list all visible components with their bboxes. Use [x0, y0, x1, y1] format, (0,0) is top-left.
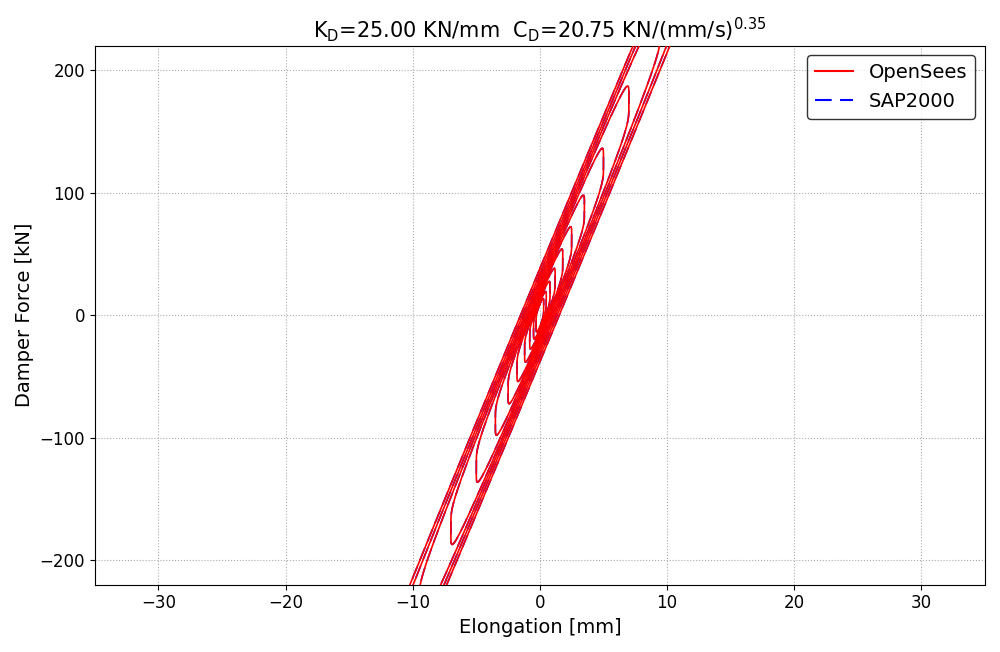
OpenSees: [535, 319, 547, 327]
SAP2000: [534, 300, 546, 308]
OpenSees: [536, 295, 548, 303]
Legend: OpenSees, SAP2000: OpenSees, SAP2000: [807, 55, 975, 119]
Line: SAP2000: SAP2000: [536, 299, 544, 332]
SAP2000: [535, 319, 547, 327]
SAP2000: [534, 300, 546, 308]
OpenSees: [530, 328, 542, 336]
OpenSees: [534, 300, 546, 308]
OpenSees: [530, 313, 542, 321]
SAP2000: [530, 313, 542, 321]
OpenSees: [536, 317, 548, 325]
OpenSees: [534, 300, 546, 308]
Title: $\mathregular{K_D}$=25.00 KN/mm  $\mathregular{C_D}$=20.75 KN/(mm/s)$\mathregula: $\mathregular{K_D}$=25.00 KN/mm $\mathre…: [313, 15, 767, 44]
SAP2000: [537, 295, 549, 303]
SAP2000: [536, 295, 548, 303]
SAP2000: [530, 314, 542, 322]
Line: OpenSees: OpenSees: [536, 299, 544, 332]
OpenSees: [530, 314, 542, 322]
OpenSees: [531, 328, 543, 336]
SAP2000: [530, 328, 542, 336]
OpenSees: [537, 295, 549, 303]
Y-axis label: Damper Force [kN]: Damper Force [kN]: [15, 223, 34, 408]
SAP2000: [536, 317, 548, 325]
X-axis label: Elongation [mm]: Elongation [mm]: [459, 618, 621, 637]
SAP2000: [531, 328, 543, 336]
